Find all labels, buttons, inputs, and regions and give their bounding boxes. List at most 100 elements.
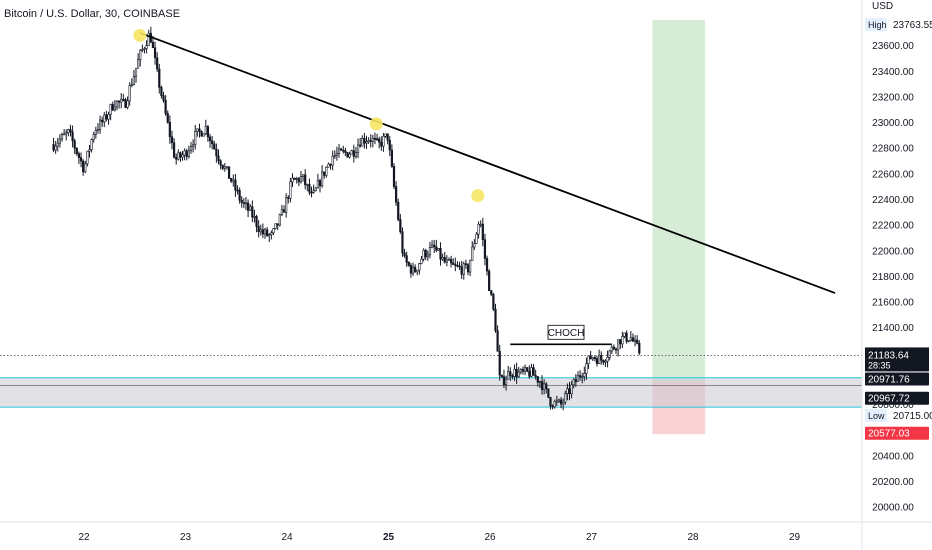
candle-body [156,57,159,70]
stop-price-label-bg [865,426,929,440]
candle-body [418,263,421,271]
candle-body [101,119,104,123]
high-value-bg [888,18,928,32]
candle-body [73,140,76,149]
candle-body [361,138,364,147]
candle-body [223,166,226,169]
candle-body [449,259,453,264]
candle-body [118,100,121,103]
candle-body [354,152,358,157]
candle-body [356,144,360,153]
candle-body [318,180,322,187]
candle-body [151,41,155,49]
candle-body [414,266,417,273]
candle-body [198,128,201,132]
candle-body [443,257,446,263]
candle-body [392,166,396,187]
zone-lower-label: 20967.72 [868,394,910,405]
candle-body [132,75,136,85]
candle-body [266,229,269,236]
candle-body [350,150,353,155]
candle-body [75,147,78,155]
candle-body [390,149,393,167]
candle-body [583,373,586,377]
zone-lower-label-bg [865,391,929,405]
candle-body [185,150,188,157]
candle-body [145,45,148,49]
candle-body [623,332,626,337]
candle-body [90,139,93,150]
candle-body [219,160,222,166]
candle-body [466,264,470,273]
candle-body [428,247,432,256]
candle-body [177,152,180,160]
candle-body [147,32,150,46]
candle-body [399,219,402,233]
candle-body [251,206,254,218]
candle-body [483,239,487,259]
candle-body [367,140,370,143]
low-tag: Low [868,411,885,421]
candle-body [86,150,89,165]
high-tag: High [868,20,887,30]
candle-body [348,153,351,158]
candle-body [337,148,341,154]
candle-body [96,129,100,131]
candle-body [181,154,184,158]
candle-body [261,229,264,235]
candle-body [84,163,87,173]
candle-body [564,393,567,403]
candle-body [547,388,550,398]
candle-body [293,177,296,180]
candle-body [166,113,169,123]
candle-body [530,367,533,377]
candle-body [111,104,114,111]
candle-body [435,246,438,251]
time-axis[interactable]: 22 23 24 25 26 27 28 29 [0,521,932,543]
candle-body [369,140,372,142]
candle-body [282,209,286,213]
candle-body [335,153,339,156]
candle-body [619,339,622,345]
candle-body [519,369,522,373]
time-tick-label: 24 [281,532,293,543]
candle-body [257,226,260,233]
candle-body [543,383,546,390]
price-axis[interactable]: 20000.0020200.0020400.0020600.0020800.00… [861,0,932,550]
candle-body [306,184,309,186]
candle-body [259,229,262,233]
candle-body [299,176,303,183]
candle-body [373,138,377,140]
candle-body [416,269,419,273]
candle-body [363,138,366,144]
candle-body [540,381,544,390]
candle-body [511,375,514,378]
candle-body [230,178,233,182]
candle-body [289,181,292,199]
candle-body [270,232,273,235]
candle-body [105,114,108,120]
time-tick-label: 22 [78,532,90,543]
candle-body [517,371,520,378]
low-value-bg [888,409,928,423]
current-price-badge [865,347,929,372]
candle-body [485,258,489,272]
candle-body [342,149,345,152]
candle-body [566,388,569,394]
candle-body [380,141,383,147]
candle-body [494,308,497,331]
candle-body [98,119,102,130]
candle-body [507,371,510,380]
candle-body [496,330,499,352]
candle-body [54,145,57,151]
candle-body [238,190,241,201]
candle-body [504,378,508,385]
candle-body [187,150,190,157]
candle-body [636,339,639,344]
candle-body [600,355,603,361]
time-tick-label: 28 [687,532,699,543]
candle-body [551,405,554,408]
candle-body [242,202,245,204]
candle-body [441,257,444,260]
